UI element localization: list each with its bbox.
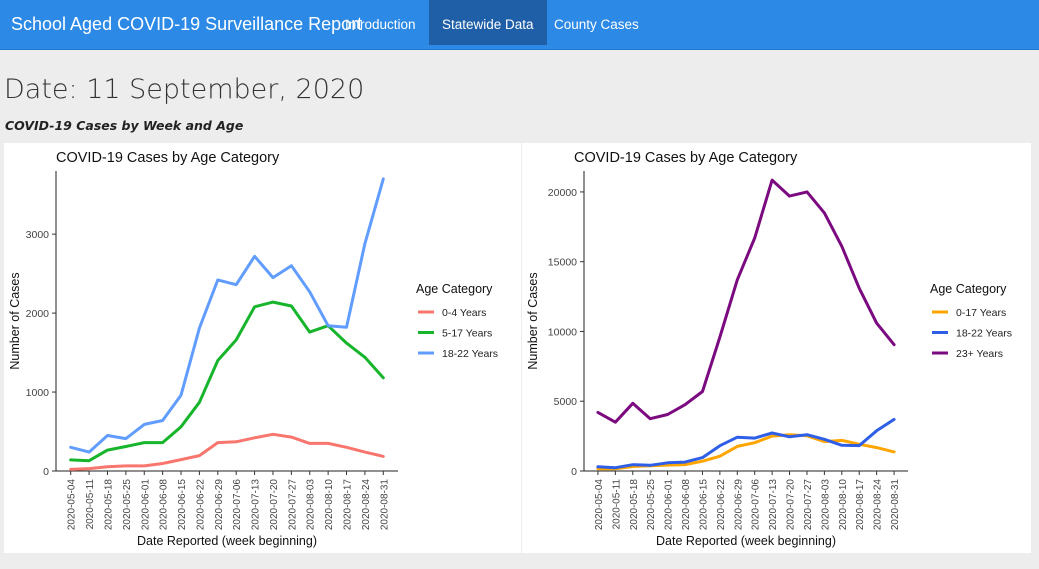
x-tick-label: 2020-08-24 [361,479,372,531]
x-tick-label: 2020-05-25 [646,479,657,531]
x-tick-label: 2020-07-20 [269,479,280,531]
series-line-2 [596,417,896,470]
series-line-3 [596,178,896,424]
navbar: School Aged COVID-19 Surveillance Report… [0,0,1039,50]
x-tick-label: 2020-06-22 [716,479,727,531]
x-tick-label: 2020-05-11 [611,479,622,530]
x-tick-label: 2020-07-20 [786,479,797,531]
x-tick-label: 2020-07-06 [751,479,762,531]
legend-label: 5-17 Years [442,328,492,340]
legend-label: 18-22 Years [442,348,498,360]
x-tick-label: 2020-06-15 [177,479,188,531]
y-tick-label: 0 [43,466,49,478]
legend-title: Age Category [416,282,493,296]
x-tick-label: 2020-08-03 [820,479,831,531]
chart-panel-right: COVID-19 Cases by Age Category 0 5000 10000… [522,143,1031,553]
x-tick-label: 2020-06-01 [664,479,675,531]
y-tick-label: 3000 [26,229,50,241]
x-tick-label: 2020-05-18 [103,479,114,531]
series-line-2 [69,300,385,463]
x-axis-label: Date Reported (week beginning) [137,534,317,548]
y-tick-label: 0 [571,466,577,478]
nav-introduction[interactable]: Introduction [345,17,416,32]
y-tick-label: 15000 [548,257,577,269]
series-line-3 [69,177,385,454]
y-tick-label: 2000 [26,308,50,320]
x-tick-label: 2020-05-25 [122,479,133,531]
x-tick-label: 2020-07-13 [251,479,262,531]
legend-label: 23+ Years [956,348,1003,360]
x-tick-label: 2020-06-29 [733,479,744,531]
legend-label: 0-4 Years [442,307,486,319]
y-tick-label: 20000 [548,187,577,199]
x-tick-label: 2020-05-11 [85,479,96,530]
y-tick-label: 1000 [26,387,50,399]
brand-title[interactable]: School Aged COVID-19 Surveillance Report [11,14,363,34]
x-axis-label: Date Reported (week beginning) [656,534,836,548]
chart-title: COVID-19 Cases by Age Category [56,150,280,166]
x-tick-label: 2020-06-15 [698,479,709,531]
x-tick-label: 2020-05-18 [629,479,640,531]
x-tick-label: 2020-05-04 [67,479,78,531]
y-tick-label: 5000 [554,396,578,408]
legend-title: Age Category [930,282,1007,296]
x-tick-label: 2020-06-01 [140,479,151,531]
legend-label: 18-22 Years [956,328,1012,340]
y-tick-label: 10000 [548,326,577,338]
y-axis-label: Number of Cases [8,272,22,369]
x-tick-label: 2020-06-08 [681,479,692,531]
x-tick-label: 2020-08-17 [343,479,354,531]
x-tick-label: 2020-07-27 [287,479,298,531]
x-tick-label: 2020-08-24 [873,479,884,531]
chart-age-all: COVID-19 Cases by Age Category 0 5000 10000… [526,150,1012,548]
x-tick-label: 2020-06-22 [195,479,206,531]
x-tick-label: 2020-07-13 [768,479,779,531]
x-tick-label: 2020-08-31 [890,479,901,531]
nav-county-cases[interactable]: County Cases [554,17,639,32]
x-tick-label: 2020-05-04 [594,479,605,531]
x-tick-label: 2020-08-10 [324,479,335,531]
legend-label: 0-17 Years [956,307,1006,319]
x-tick-label: 2020-07-06 [232,479,243,531]
series-line-1 [69,432,385,471]
chart-title: COVID-19 Cases by Age Category [574,150,798,166]
section-subheading: COVID-19 Cases by Week and Age [5,118,244,133]
x-tick-label: 2020-07-27 [803,479,814,531]
date-heading: Date: 11 September, 2020 [4,74,365,105]
chart-age-0-22: COVID-19 Cases by Age Category 0 1000 2000 3… [8,150,498,548]
x-tick-label: 2020-08-17 [855,479,866,531]
y-axis-label: Number of Cases [526,272,540,369]
x-tick-label: 2020-08-10 [838,479,849,531]
x-tick-label: 2020-06-08 [159,479,170,531]
nav-statewide-data[interactable]: Statewide Data [429,0,547,45]
x-tick-label: 2020-08-31 [379,479,390,531]
x-tick-label: 2020-08-03 [306,479,317,531]
chart-panel-left: COVID-19 Cases by Age Category 0 1000 2000 3… [4,143,521,553]
x-tick-label: 2020-06-29 [214,479,225,531]
